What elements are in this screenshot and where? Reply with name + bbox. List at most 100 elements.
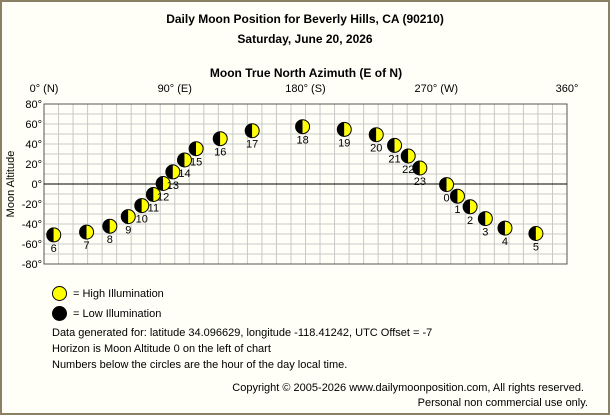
moon-point: 7 xyxy=(79,224,95,252)
moon-point: 3 xyxy=(477,211,493,239)
y-tick-label: 60° xyxy=(25,119,42,131)
moon-outline xyxy=(79,224,95,240)
low-illumination-icon xyxy=(52,306,67,321)
moon-outline xyxy=(400,148,416,164)
legend-high-label: = High Illumination xyxy=(73,287,164,300)
hour-label: 3 xyxy=(482,227,488,239)
moon-light-half xyxy=(302,119,310,134)
moon-point: 2 xyxy=(462,199,478,227)
usage-notice: Personal non commercial use only. xyxy=(417,397,588,409)
moon-light-half xyxy=(376,127,384,142)
legend-high-illumination: = High Illumination xyxy=(52,286,164,301)
moon-light-half xyxy=(220,131,228,146)
moon-dark-half xyxy=(497,221,505,236)
moon-outline xyxy=(368,127,384,143)
moon-light-half xyxy=(419,161,427,175)
hour-label: 1 xyxy=(454,204,460,216)
moon-dark-half xyxy=(463,199,471,214)
chart-title: Daily Moon Position for Beverly Hills, C… xyxy=(166,12,444,26)
moon-point: 18 xyxy=(295,119,311,147)
moon-point: 14 xyxy=(176,152,192,180)
moon-outline xyxy=(439,177,455,193)
moon-point: 10 xyxy=(134,198,150,226)
hour-label: 10 xyxy=(136,214,148,226)
moon-point: 13 xyxy=(165,164,181,192)
hour-label: 6 xyxy=(51,243,57,255)
hour-label: 19 xyxy=(338,137,350,149)
moon-light-half xyxy=(446,177,454,192)
hour-label: 2 xyxy=(467,215,473,227)
hour-label: 16 xyxy=(214,147,226,159)
moon-point: 22 xyxy=(400,148,416,176)
moon-point: 23 xyxy=(412,160,428,188)
moon-dark-half xyxy=(295,119,303,134)
moon-light-half xyxy=(184,153,192,167)
moon-point: 11 xyxy=(145,187,161,215)
moon-dark-half xyxy=(189,141,197,156)
x-tick-labels: 0° (N) 90° (E) 180° (S) 270° (W) 360° xyxy=(30,83,579,95)
moon-light-half xyxy=(163,176,171,191)
moon-dark-half xyxy=(121,209,129,224)
moon-point: 21 xyxy=(387,137,403,165)
y-tick-label: 80° xyxy=(25,99,42,111)
y-tick-label: 20° xyxy=(25,159,42,171)
moon-outline xyxy=(176,152,192,168)
moon-dark-half xyxy=(146,187,154,202)
copyright-text: Copyright © 2005-2026 www.dailymoonposit… xyxy=(232,382,584,394)
moon-light-half xyxy=(109,219,117,234)
moon-point: 17 xyxy=(244,123,260,151)
moon-light-half xyxy=(196,141,204,156)
y-tick-label: -60° xyxy=(22,239,42,251)
hour-label: 17 xyxy=(246,139,258,151)
moon-light-half xyxy=(53,227,61,242)
y-tick-label: 0° xyxy=(31,179,42,191)
moon-dark-half xyxy=(369,127,377,142)
moon-point: 16 xyxy=(212,131,228,159)
moon-outline xyxy=(449,188,465,204)
y-tick-label: -20° xyxy=(22,199,42,211)
moon-light-half xyxy=(408,149,416,163)
moon-outline xyxy=(336,121,352,137)
hour-label: 12 xyxy=(157,192,169,204)
moon-point: 1 xyxy=(449,188,465,216)
hour-label: 5 xyxy=(533,242,539,254)
moon-light-half xyxy=(252,123,260,138)
moon-outline xyxy=(102,218,118,234)
moon-outline xyxy=(145,187,161,202)
moon-outline xyxy=(497,220,513,236)
x-axis-title: Moon True North Azimuth (E of N) xyxy=(209,66,403,80)
y-tick-labels: 80° 60° 40° 20° 0° -20° -40° -60° -80° xyxy=(22,99,42,271)
hour-label: 20 xyxy=(370,143,382,155)
moon-point: 9 xyxy=(120,209,136,237)
moon-point: 12 xyxy=(155,176,171,204)
hour-label: 22 xyxy=(402,164,414,176)
moon-dark-half xyxy=(337,122,345,137)
moon-point: 20 xyxy=(368,127,384,155)
info-location: Data generated for: latitude 34.096629, … xyxy=(52,327,433,339)
hour-label: 21 xyxy=(388,153,400,165)
moon-outline xyxy=(188,141,204,157)
moon-dark-half xyxy=(439,177,447,192)
hour-label: 13 xyxy=(167,180,179,192)
chart-date: Saturday, June 20, 2026 xyxy=(237,32,373,46)
moon-point: 8 xyxy=(102,218,118,246)
x-tick-label: 0° (N) xyxy=(30,83,59,95)
moon-outline xyxy=(528,226,544,241)
moon-light-half xyxy=(128,209,136,224)
moon-outline xyxy=(462,199,478,215)
moon-light-half xyxy=(457,189,465,204)
moon-outline xyxy=(412,160,428,176)
legend-low-label: = Low Illumination xyxy=(73,307,162,320)
moon-light-half xyxy=(504,221,512,236)
moon-dark-half xyxy=(387,138,395,153)
moon-point: 4 xyxy=(497,220,513,248)
moon-dark-half xyxy=(165,164,173,179)
hour-label: 9 xyxy=(125,225,131,237)
info-horizon: Horizon is Moon Altitude 0 on the left o… xyxy=(52,343,271,355)
moon-light-half xyxy=(470,199,478,214)
moon-light-half xyxy=(141,198,149,213)
moon-point: 6 xyxy=(46,227,62,255)
moon-dark-half xyxy=(245,123,253,138)
